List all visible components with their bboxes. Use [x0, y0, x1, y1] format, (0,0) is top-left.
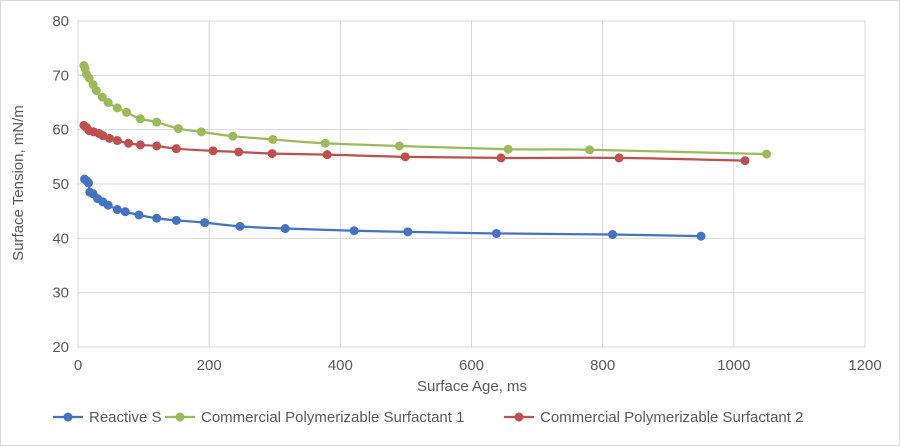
data-point — [112, 103, 122, 113]
y-tick-label: 30 — [52, 285, 69, 302]
data-point — [103, 200, 113, 210]
data-point — [97, 92, 107, 102]
legend-label: Commercial Polymerizable Surfactant 1 — [201, 409, 464, 426]
data-point — [208, 146, 218, 156]
data-point — [394, 141, 404, 151]
data-point — [84, 73, 94, 83]
legend-item-1: Reactive S — [53, 409, 162, 426]
x-tick-label: 1000 — [717, 357, 750, 374]
legend-swatch-marker — [63, 412, 73, 422]
data-point — [123, 138, 133, 148]
data-point — [152, 213, 162, 223]
data-point — [171, 144, 181, 154]
data-point — [171, 215, 181, 225]
data-point — [496, 153, 506, 163]
legend-label: Commercial Polymerizable Surfactant 2 — [540, 409, 803, 426]
series-layer — [79, 61, 772, 241]
data-point — [503, 144, 513, 154]
data-point — [134, 210, 144, 220]
series-1 — [80, 174, 706, 241]
data-point — [322, 150, 332, 160]
data-point — [135, 114, 145, 124]
data-point — [608, 230, 618, 240]
data-point — [173, 124, 183, 134]
data-point — [614, 153, 624, 163]
data-point — [228, 131, 238, 141]
data-point — [103, 98, 113, 107]
data-point — [491, 228, 501, 238]
data-point — [112, 136, 122, 146]
x-tick-label: 800 — [590, 357, 615, 374]
series-2-line — [82, 65, 767, 156]
data-point — [152, 117, 162, 127]
legend-item-2: Commercial Polymerizable Surfactant 1 — [165, 409, 464, 426]
data-point — [280, 224, 290, 234]
data-point — [104, 133, 114, 143]
data-point — [196, 127, 206, 137]
data-point — [403, 227, 413, 237]
y-tick-label: 70 — [52, 67, 69, 84]
data-point — [152, 141, 162, 151]
y-axis-tick-labels: 20 30 40 50 60 70 80 — [52, 13, 69, 356]
data-point — [696, 231, 706, 241]
gridlines — [77, 20, 866, 348]
x-tick-label: 200 — [197, 357, 222, 374]
data-point — [267, 149, 277, 159]
legend-label: Reactive S — [89, 409, 162, 426]
legend-swatch-marker — [514, 412, 524, 422]
x-tick-label: 1200 — [848, 357, 881, 374]
data-point — [200, 218, 210, 228]
y-tick-label: 80 — [52, 13, 69, 30]
series-3-line — [83, 124, 746, 162]
x-axis-tick-labels: 0 200 400 600 800 1000 1200 — [74, 357, 882, 374]
data-point — [740, 156, 750, 166]
x-axis-title: Surface Age, ms — [417, 378, 527, 395]
legend-item-3: Commercial Polymerizable Surfactant 2 — [504, 409, 803, 426]
data-point — [320, 138, 330, 148]
y-tick-label: 20 — [52, 339, 69, 356]
data-point — [235, 221, 245, 231]
data-point — [349, 226, 359, 236]
data-point — [112, 205, 122, 215]
data-point — [83, 178, 93, 188]
data-point — [400, 152, 410, 162]
y-tick-label: 40 — [52, 230, 69, 247]
x-tick-label: 0 — [74, 357, 82, 374]
series-1-line — [83, 178, 702, 238]
x-tick-label: 600 — [459, 357, 484, 374]
data-point — [762, 149, 772, 159]
y-tick-label: 50 — [52, 176, 69, 193]
data-point — [234, 147, 244, 157]
data-point — [91, 86, 101, 96]
legend: Reactive S Commercial Polymerizable Surfa… — [53, 409, 803, 426]
data-point — [585, 145, 595, 155]
y-axis-title: Surface Tension, mN/m — [10, 105, 27, 261]
data-point — [120, 207, 130, 217]
legend-swatch-marker — [175, 412, 185, 422]
y-tick-label: 60 — [52, 122, 69, 139]
data-point — [268, 134, 278, 144]
series-3 — [79, 120, 750, 166]
series-2 — [79, 61, 772, 159]
data-point — [122, 107, 132, 117]
x-tick-label: 400 — [328, 357, 353, 374]
data-point — [135, 140, 145, 150]
